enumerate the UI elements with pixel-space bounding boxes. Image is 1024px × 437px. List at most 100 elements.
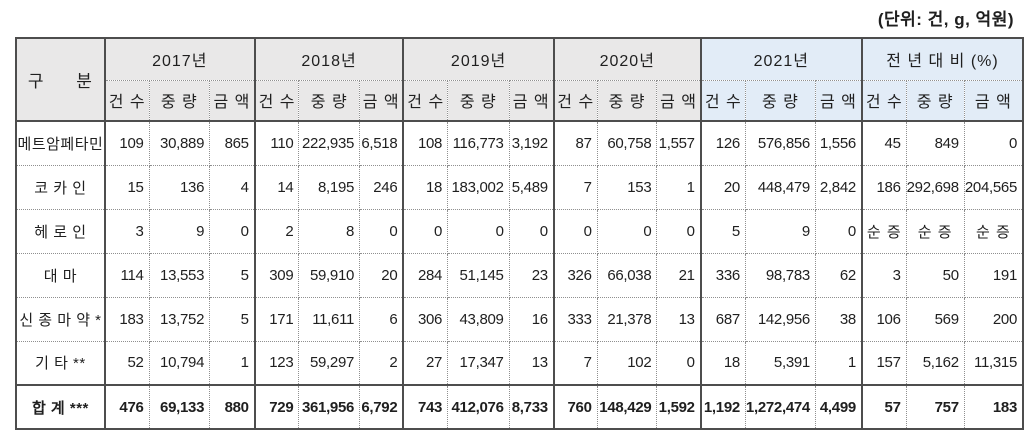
unit-label: (단위: 건, g, 억원) bbox=[877, 10, 1014, 29]
sub-header: 중 량 bbox=[447, 79, 510, 122]
total-row-label: 합 계 *** bbox=[15, 384, 106, 430]
total-cell: 1,592 bbox=[656, 384, 702, 430]
data-cell: 142,956 bbox=[744, 296, 816, 342]
data-cell: 126 bbox=[699, 120, 746, 166]
sub-header: 금 액 bbox=[963, 79, 1024, 122]
data-cell: 1 bbox=[814, 340, 863, 386]
data-cell: 13,752 bbox=[148, 296, 211, 342]
data-cell: 0 bbox=[814, 208, 863, 254]
data-cell: 336 bbox=[699, 252, 746, 298]
data-cell: 6 bbox=[359, 296, 404, 342]
year-group-header-2: 2019년 bbox=[402, 37, 555, 81]
sub-header: 중 량 bbox=[148, 79, 211, 122]
data-cell: 2,842 bbox=[814, 164, 863, 210]
table-row: 신 종 마 약 * 183 13,752 5 171 11,611 6 306 43,809 16… bbox=[15, 296, 1024, 342]
data-cell: 4 bbox=[209, 164, 256, 210]
data-cell: 38 bbox=[814, 296, 863, 342]
data-cell: 5,489 bbox=[508, 164, 555, 210]
table-row: 메트암페타민 109 30,889 865 110 222,935 6,518 108 116,… bbox=[15, 120, 1024, 166]
data-cell: 2 bbox=[359, 340, 404, 386]
data-cell: 136 bbox=[148, 164, 211, 210]
total-cell: 57 bbox=[860, 384, 907, 430]
data-cell: 246 bbox=[359, 164, 404, 210]
data-cell: 98,783 bbox=[744, 252, 816, 298]
data-cell: 16 bbox=[508, 296, 555, 342]
data-cell: 102 bbox=[596, 340, 658, 386]
data-cell: 0 bbox=[963, 120, 1024, 166]
data-cell: 17,347 bbox=[447, 340, 510, 386]
sub-header: 건 수 bbox=[860, 79, 907, 122]
data-cell: 306 bbox=[402, 296, 449, 342]
data-cell: 60,758 bbox=[596, 120, 658, 166]
year-header-row: 구 분 2017년 2018년 2019년 2020년 2021년 전 년 대 비 (%) bbox=[15, 37, 1024, 122]
sub-header: 건 수 bbox=[253, 79, 300, 122]
drug-seizure-stats-table: 구 분 2017년 2018년 2019년 2020년 2021년 전 년 대 비 (%) 건… bbox=[15, 37, 1024, 430]
data-cell: 191 bbox=[963, 252, 1024, 298]
data-cell: 1,556 bbox=[814, 120, 863, 166]
data-cell: 0 bbox=[508, 208, 555, 254]
data-cell: 186 bbox=[860, 164, 907, 210]
data-cell: 865 bbox=[209, 120, 256, 166]
data-cell: 순 증 bbox=[963, 208, 1024, 254]
data-cell: 59,297 bbox=[298, 340, 361, 386]
data-cell: 23 bbox=[508, 252, 555, 298]
data-cell: 5,391 bbox=[744, 340, 816, 386]
sub-header: 중 량 bbox=[596, 79, 658, 122]
data-cell: 0 bbox=[359, 208, 404, 254]
data-cell: 1,557 bbox=[656, 120, 702, 166]
data-cell: 62 bbox=[814, 252, 863, 298]
sub-header: 중 량 bbox=[298, 79, 361, 122]
data-cell: 114 bbox=[103, 252, 150, 298]
row-label: 코 카 인 bbox=[15, 164, 106, 210]
data-cell: 45 bbox=[860, 120, 907, 166]
year-group-header-3: 2020년 bbox=[552, 37, 702, 81]
data-cell: 5 bbox=[209, 252, 256, 298]
sub-header: 금 액 bbox=[359, 79, 404, 122]
data-cell: 0 bbox=[402, 208, 449, 254]
total-cell: 183 bbox=[963, 384, 1024, 430]
total-cell: 69,133 bbox=[148, 384, 211, 430]
data-cell: 18 bbox=[402, 164, 449, 210]
data-cell: 7 bbox=[552, 340, 598, 386]
row-label: 신 종 마 약 * bbox=[15, 296, 106, 342]
total-cell: 743 bbox=[402, 384, 449, 430]
data-cell: 687 bbox=[699, 296, 746, 342]
data-cell: 1 bbox=[656, 164, 702, 210]
table-row: 코 카 인 15 136 4 14 8,195 246 18 183,002 5,489 7 153 1… bbox=[15, 164, 1024, 210]
data-cell: 6,518 bbox=[359, 120, 404, 166]
data-cell: 109 bbox=[103, 120, 150, 166]
row-label: 헤 로 인 bbox=[15, 208, 106, 254]
data-cell: 30,889 bbox=[148, 120, 211, 166]
data-cell: 15 bbox=[103, 164, 150, 210]
data-cell: 14 bbox=[253, 164, 300, 210]
year-group-header-1: 2018년 bbox=[253, 37, 404, 81]
data-cell: 3,192 bbox=[508, 120, 555, 166]
data-cell: 2 bbox=[253, 208, 300, 254]
sub-header: 건 수 bbox=[699, 79, 746, 122]
data-cell: 200 bbox=[963, 296, 1024, 342]
total-cell: 729 bbox=[253, 384, 300, 430]
total-cell: 148,429 bbox=[596, 384, 658, 430]
data-cell: 51,145 bbox=[447, 252, 510, 298]
data-cell: 43,809 bbox=[447, 296, 510, 342]
data-cell: 108 bbox=[402, 120, 449, 166]
data-cell: 13 bbox=[508, 340, 555, 386]
sub-header: 금 액 bbox=[814, 79, 863, 122]
data-cell: 59,910 bbox=[298, 252, 361, 298]
total-cell: 8,733 bbox=[508, 384, 555, 430]
sub-header: 건 수 bbox=[402, 79, 449, 122]
total-cell: 880 bbox=[209, 384, 256, 430]
data-cell: 333 bbox=[552, 296, 598, 342]
data-cell: 7 bbox=[552, 164, 598, 210]
table-body: 메트암페타민 109 30,889 865 110 222,935 6,518 108 116,… bbox=[15, 120, 1024, 386]
total-cell: 1,192 bbox=[699, 384, 746, 430]
data-cell: 18 bbox=[699, 340, 746, 386]
data-cell: 8 bbox=[298, 208, 361, 254]
data-cell: 171 bbox=[253, 296, 300, 342]
data-cell: 11,315 bbox=[963, 340, 1024, 386]
data-cell: 5 bbox=[699, 208, 746, 254]
data-cell: 284 bbox=[402, 252, 449, 298]
data-cell: 569 bbox=[905, 296, 965, 342]
